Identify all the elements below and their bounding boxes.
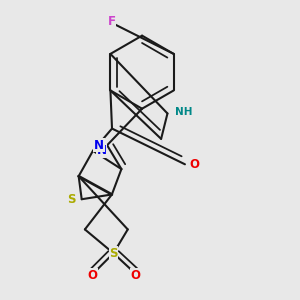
Text: O: O (190, 158, 200, 171)
Text: F: F (108, 15, 116, 28)
Text: N: N (94, 139, 104, 152)
Text: S: S (109, 247, 118, 260)
Text: S: S (68, 193, 76, 206)
Text: O: O (88, 269, 98, 282)
Text: N: N (97, 144, 107, 157)
Text: NH: NH (176, 107, 193, 117)
Text: O: O (131, 269, 141, 282)
